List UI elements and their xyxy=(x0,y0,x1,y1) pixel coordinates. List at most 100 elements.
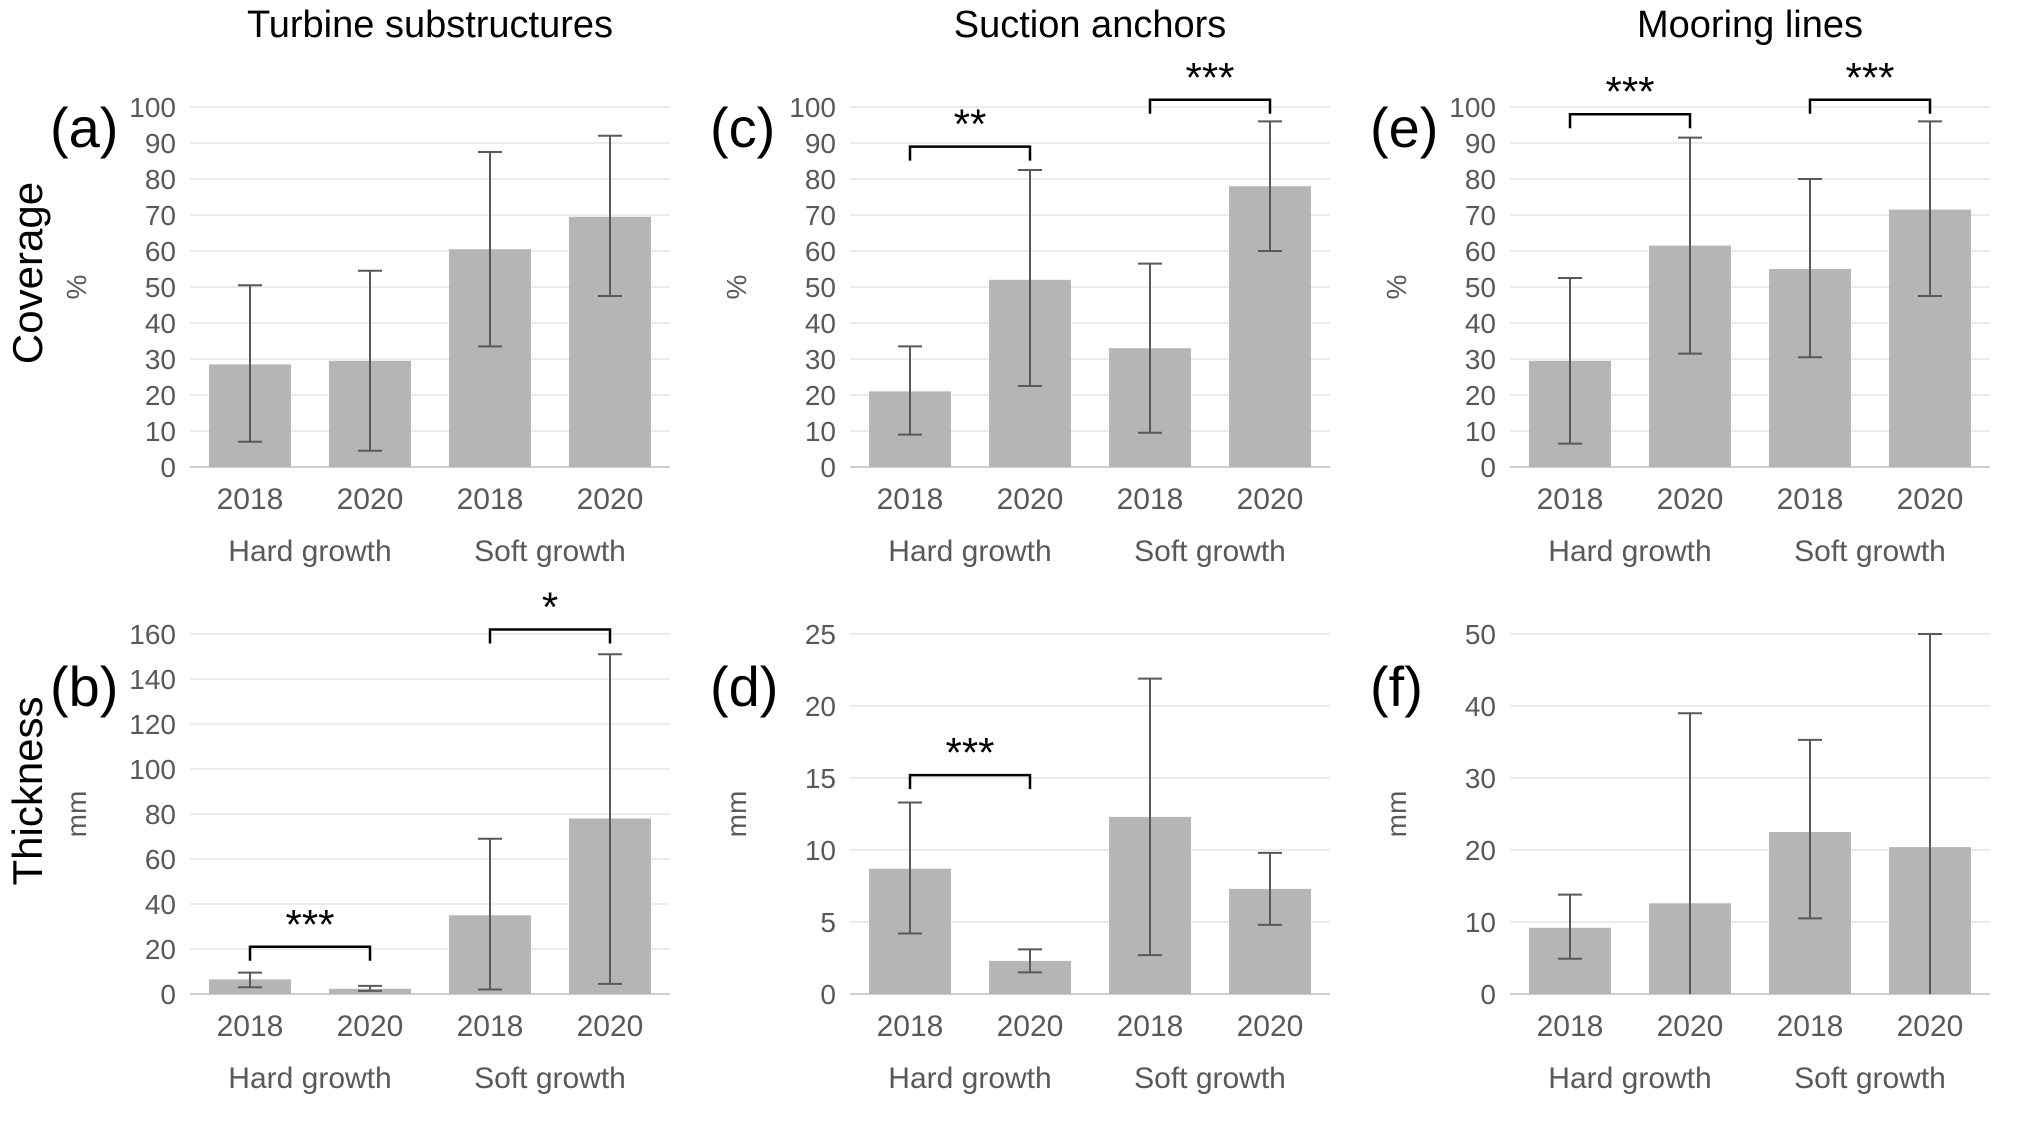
y-tick-label: 40 xyxy=(1465,691,1496,722)
chart-d-thickness-suction: 0 5 10 15 20 25 2018 2020 2018 2020 Hard growth Sof… xyxy=(710,619,1330,1095)
y-axis-unit: mm xyxy=(1381,791,1412,838)
group-label: Soft growth xyxy=(1794,1062,1946,1095)
chart-b-thickness-turbine: 0 20 40 60 80 100 120 140 160 2018 2020 2018 2020 Har… xyxy=(50,584,670,1095)
group-label: Hard growth xyxy=(1548,1062,1711,1095)
y-tick-label: 5 xyxy=(820,907,836,938)
panel-letter: (f) xyxy=(1370,655,1423,718)
error-bar xyxy=(1018,169,1042,387)
panel-a: 0 10 20 30 40 50 60 70 80 90 100 2018 2020 2018 2020 Ha… xyxy=(40,45,700,580)
error-bar xyxy=(1918,120,1942,297)
error-bar xyxy=(598,653,622,985)
x-tick-label: 2018 xyxy=(457,1010,524,1043)
y-tick-label: 20 xyxy=(805,691,836,722)
group-label: Hard growth xyxy=(1548,535,1711,568)
y-tick-label: 90 xyxy=(805,128,836,159)
error-bar xyxy=(1258,851,1282,926)
y-tick-label: 50 xyxy=(145,272,176,303)
panel-d: 0 5 10 15 20 25 2018 2020 2018 2020 Hard growth Sof… xyxy=(700,572,1360,1107)
y-tick-label: 70 xyxy=(805,200,836,231)
significance-label: *** xyxy=(1845,54,1894,101)
significance-label: *** xyxy=(1605,68,1654,115)
column-title-turbine-substructures: Turbine substructures xyxy=(246,4,614,46)
y-tick-label: 50 xyxy=(1465,619,1496,650)
y-tick-label: 80 xyxy=(145,164,176,195)
panel-letter: (c) xyxy=(710,96,775,159)
y-tick-label: 20 xyxy=(145,380,176,411)
y-tick-label: 60 xyxy=(145,236,176,267)
y-tick-label: 30 xyxy=(1465,763,1496,794)
x-tick-label: 2020 xyxy=(337,483,404,516)
x-tick-label: 2020 xyxy=(577,1010,644,1043)
x-tick-label: 2018 xyxy=(457,483,524,516)
panel-letter: (b) xyxy=(50,655,118,718)
x-tick-label: 2018 xyxy=(217,483,284,516)
significance-label: ** xyxy=(954,101,987,148)
x-tick-label: 2018 xyxy=(1777,1010,1844,1043)
error-bar xyxy=(1798,738,1822,920)
y-tick-label: 80 xyxy=(145,799,176,830)
group-label: Soft growth xyxy=(1794,535,1946,568)
x-tick-label: 2018 xyxy=(217,1010,284,1043)
y-tick-label: 80 xyxy=(805,164,836,195)
chart-a-coverage-turbine: 0 10 20 30 40 50 60 70 80 90 100 2018 2020 2018 2020 Ha… xyxy=(50,92,670,568)
y-tick-label: 160 xyxy=(129,619,176,650)
x-tick-label: 2018 xyxy=(1537,483,1604,516)
y-tick-label: 90 xyxy=(145,128,176,159)
x-tick-label: 2020 xyxy=(997,1010,1064,1043)
y-axis-unit: % xyxy=(1381,275,1412,300)
y-tick-label: 10 xyxy=(1465,907,1496,938)
significance-bracket xyxy=(908,145,1032,161)
y-tick-label: 15 xyxy=(805,763,836,794)
error-bar xyxy=(1918,633,1942,994)
x-tick-label: 2020 xyxy=(1237,483,1304,516)
significance-bracket xyxy=(488,628,612,644)
y-tick-label: 60 xyxy=(145,844,176,875)
y-tick-label: 140 xyxy=(129,664,176,695)
error-bar xyxy=(238,284,262,443)
significance-bracket xyxy=(908,773,1032,790)
panel-c: 0 10 20 30 40 50 60 70 80 90 100 2018 2020 2018 2020 Ha… xyxy=(700,45,1360,580)
significance-label: *** xyxy=(285,901,334,948)
y-tick-label: 100 xyxy=(129,754,176,785)
column-title-suction-anchors: Suction anchors xyxy=(953,4,1227,46)
x-tick-label: 2020 xyxy=(1237,1010,1304,1043)
panel-letter: (d) xyxy=(710,655,778,718)
panel-letter: (e) xyxy=(1370,96,1438,159)
y-tick-label: 30 xyxy=(805,344,836,375)
group-label: Soft growth xyxy=(474,1062,626,1095)
y-tick-label: 50 xyxy=(805,272,836,303)
group-label: Soft growth xyxy=(474,535,626,568)
error-bar xyxy=(1678,136,1702,355)
y-tick-label: 20 xyxy=(805,380,836,411)
y-tick-label: 0 xyxy=(820,979,836,1010)
x-tick-label: 2018 xyxy=(877,483,944,516)
error-bar xyxy=(358,984,382,992)
y-tick-label: 10 xyxy=(805,835,836,866)
error-bar xyxy=(1558,893,1582,960)
error-bar xyxy=(1138,677,1162,957)
y-tick-label: 40 xyxy=(145,889,176,920)
y-tick-label: 20 xyxy=(145,934,176,965)
x-tick-label: 2020 xyxy=(337,1010,404,1043)
significance-bracket xyxy=(1568,112,1692,129)
y-tick-label: 0 xyxy=(820,452,836,483)
x-tick-label: 2018 xyxy=(1777,483,1844,516)
error-bar xyxy=(478,837,502,991)
chart-f-thickness-mooring: 0 10 20 30 40 50 2018 2020 2018 2020 Hard growth So… xyxy=(1370,619,1990,1095)
y-tick-label: 100 xyxy=(789,92,836,123)
error-bar xyxy=(238,971,262,989)
error-bar xyxy=(598,134,622,297)
group-label: Soft growth xyxy=(1134,535,1286,568)
significance-label: *** xyxy=(945,729,994,776)
error-bar xyxy=(1018,948,1042,974)
y-tick-label: 60 xyxy=(1465,236,1496,267)
y-tick-label: 30 xyxy=(145,344,176,375)
y-axis-unit: % xyxy=(61,275,92,300)
y-tick-label: 0 xyxy=(160,452,176,483)
y-tick-label: 20 xyxy=(1465,380,1496,411)
significance-label: * xyxy=(542,584,558,631)
x-tick-label: 2020 xyxy=(1897,483,1964,516)
error-bar xyxy=(1678,712,1702,994)
error-bar xyxy=(898,801,922,935)
